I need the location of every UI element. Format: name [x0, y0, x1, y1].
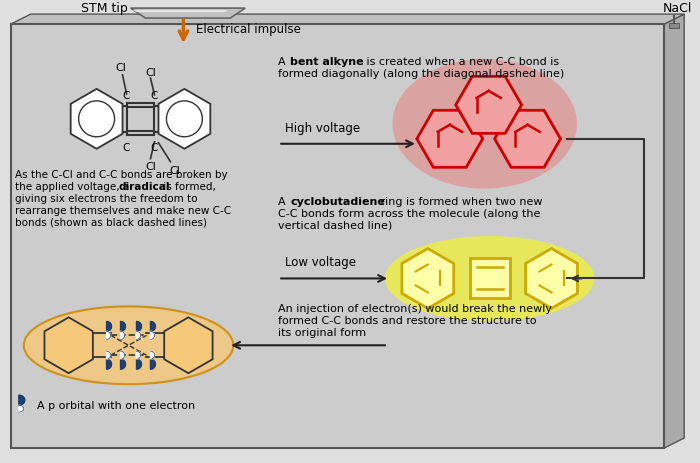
Polygon shape [120, 351, 125, 359]
Polygon shape [456, 77, 522, 134]
Polygon shape [120, 359, 125, 369]
Polygon shape [45, 318, 93, 373]
Polygon shape [402, 249, 454, 309]
Text: formed C-C bonds and restore the structure to: formed C-C bonds and restore the structu… [278, 316, 537, 325]
Polygon shape [19, 405, 24, 412]
Polygon shape [164, 318, 213, 373]
Text: formed diagonally (along the diagonal dashed line): formed diagonally (along the diagonal da… [278, 69, 564, 79]
Polygon shape [526, 249, 578, 309]
Polygon shape [10, 15, 684, 25]
Text: giving six electrons the freedom to: giving six electrons the freedom to [15, 193, 197, 203]
Polygon shape [106, 322, 111, 332]
FancyBboxPatch shape [669, 24, 679, 29]
Polygon shape [106, 351, 111, 359]
Text: is formed,: is formed, [160, 181, 216, 191]
Text: vertical dashed line): vertical dashed line) [278, 220, 393, 230]
Text: A: A [278, 196, 289, 206]
Text: A: A [278, 57, 289, 67]
Text: C: C [122, 143, 130, 152]
Ellipse shape [385, 237, 594, 321]
Polygon shape [495, 111, 561, 168]
Text: Electrical impulse: Electrical impulse [197, 23, 301, 36]
Polygon shape [71, 90, 122, 150]
Text: Cl: Cl [115, 63, 126, 73]
Polygon shape [416, 111, 483, 168]
Text: C: C [150, 143, 158, 152]
Text: An injection of electron(s) would break the newly: An injection of electron(s) would break … [278, 304, 552, 314]
Text: High voltage: High voltage [285, 121, 360, 134]
Text: Cl: Cl [169, 165, 180, 175]
Text: C: C [150, 91, 158, 100]
Text: C-C bonds form across the molecule (along the: C-C bonds form across the molecule (alon… [278, 208, 540, 218]
Text: C: C [122, 91, 130, 100]
Polygon shape [136, 322, 141, 332]
Text: is created when a new C-C bond is: is created when a new C-C bond is [363, 57, 559, 67]
Polygon shape [130, 9, 245, 19]
Text: diradical: diradical [118, 181, 170, 191]
Polygon shape [150, 322, 155, 332]
Text: A p orbital with one electron: A p orbital with one electron [37, 400, 195, 410]
Text: the applied voltage, a: the applied voltage, a [15, 181, 132, 191]
Ellipse shape [393, 60, 577, 189]
Text: ring is formed when two new: ring is formed when two new [377, 196, 542, 206]
Ellipse shape [24, 307, 233, 384]
Text: NaCl: NaCl [663, 1, 692, 14]
Polygon shape [150, 332, 155, 340]
Polygon shape [132, 11, 228, 13]
Text: its original form: its original form [278, 328, 366, 338]
Text: cyclobutadiene: cyclobutadiene [290, 196, 385, 206]
Polygon shape [120, 322, 125, 332]
Polygon shape [19, 395, 24, 405]
FancyBboxPatch shape [10, 25, 664, 448]
Text: Low voltage: Low voltage [285, 256, 356, 269]
Text: bent alkyne: bent alkyne [290, 57, 364, 67]
Text: Cl: Cl [145, 162, 156, 171]
Text: STM tip: STM tip [80, 1, 127, 14]
Polygon shape [664, 15, 684, 448]
Text: rearrange themselves and make new C-C: rearrange themselves and make new C-C [15, 205, 231, 215]
Text: bonds (shown as black dashed lines): bonds (shown as black dashed lines) [15, 217, 206, 227]
Polygon shape [136, 332, 141, 340]
Polygon shape [150, 351, 155, 359]
Polygon shape [106, 332, 111, 340]
Polygon shape [158, 90, 210, 150]
Polygon shape [120, 332, 125, 340]
FancyBboxPatch shape [470, 259, 510, 299]
Polygon shape [136, 351, 141, 359]
Text: As the C-Cl and C-C bonds are broken by: As the C-Cl and C-C bonds are broken by [15, 169, 227, 179]
Text: Cl: Cl [145, 68, 156, 78]
Polygon shape [136, 359, 141, 369]
Polygon shape [150, 359, 155, 369]
Polygon shape [106, 359, 111, 369]
